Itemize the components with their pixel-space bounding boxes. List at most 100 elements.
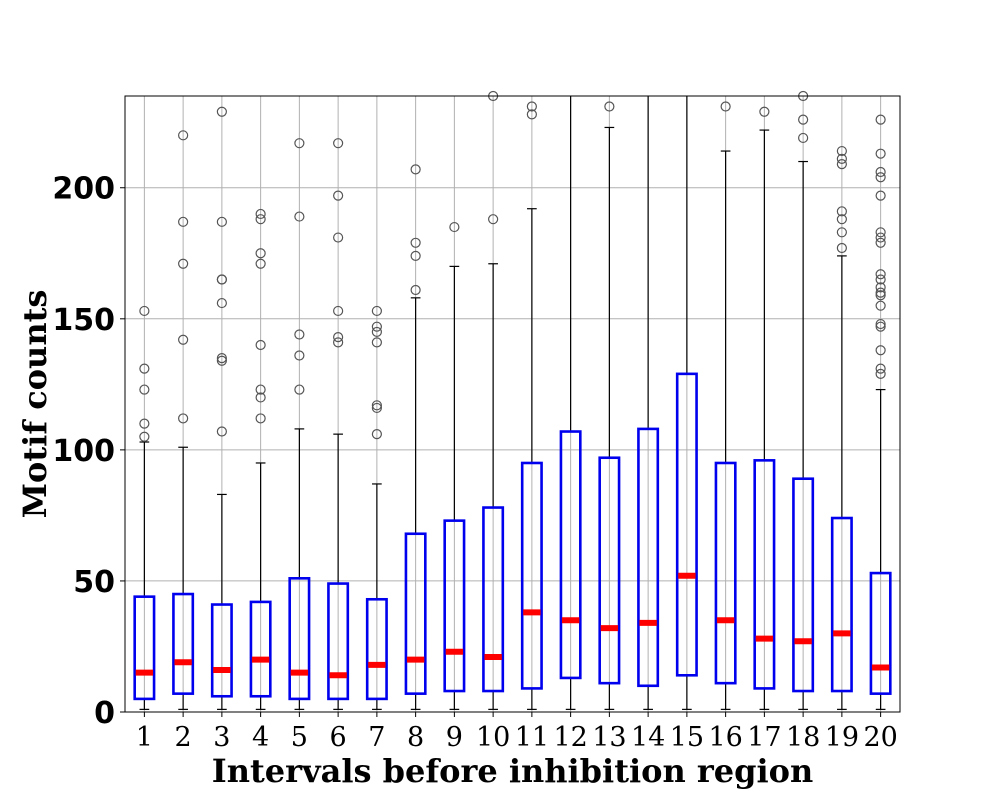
- outlier-point: [216, 274, 227, 285]
- box-iqr: [714, 461, 737, 685]
- outlier-point: [294, 329, 305, 340]
- box-1: [133, 441, 156, 710]
- outlier-point: [371, 305, 382, 317]
- box-iqr: [365, 597, 388, 701]
- outlier-point: [836, 159, 847, 170]
- box-iqr: [172, 592, 195, 695]
- outlier-point: [836, 153, 847, 165]
- outlier-point: [178, 216, 189, 227]
- outlier-point: [216, 106, 227, 117]
- box-iqr: [404, 532, 427, 695]
- outlier-point: [294, 138, 305, 149]
- box-7: [365, 483, 388, 710]
- box-4: [249, 462, 272, 710]
- y-tick-label: 100: [52, 434, 115, 469]
- box-12: [559, 96, 582, 710]
- outlier-point: [875, 274, 886, 285]
- outlier-point: [139, 363, 150, 374]
- outlier-point: [371, 326, 382, 338]
- box-iqr: [637, 427, 660, 688]
- box-iqr: [675, 372, 698, 677]
- outlier-point: [410, 237, 421, 248]
- box-iqr: [598, 456, 621, 685]
- x-tick-label: 16: [708, 722, 742, 753]
- x-tick-label: 14: [631, 722, 665, 753]
- outlier-point: [255, 339, 266, 351]
- outlier-point: [216, 216, 227, 227]
- x-tick-label: 11: [515, 722, 549, 753]
- y-tick-label: 50: [73, 565, 115, 600]
- outlier-points: [139, 90, 886, 442]
- box-iqr: [520, 461, 543, 690]
- x-tick-label: 15: [670, 722, 704, 753]
- outlier-point: [836, 145, 847, 157]
- x-tick-label: 8: [407, 722, 424, 753]
- y-axis-ticks: 0 50 100 150 200: [52, 172, 125, 731]
- outlier-point: [875, 232, 886, 243]
- x-tick-label: 2: [175, 722, 192, 753]
- box-iqr: [869, 571, 892, 695]
- outlier-point: [178, 130, 189, 141]
- box-13: [598, 126, 621, 710]
- x-tick-label: 20: [863, 722, 897, 753]
- outlier-point: [139, 384, 150, 395]
- x-axis-label: Intervals before inhibition region: [212, 752, 814, 790]
- x-tick-label: 1: [136, 722, 153, 753]
- box-3: [210, 493, 233, 710]
- outlier-point: [836, 214, 847, 225]
- outlier-point: [410, 164, 421, 175]
- outlier-point: [875, 282, 886, 293]
- outlier-point: [255, 248, 266, 259]
- outlier-point: [255, 392, 266, 403]
- box-iqr: [482, 506, 505, 693]
- outlier-point: [371, 321, 382, 332]
- y-tick-label: 150: [52, 303, 115, 338]
- box-17: [753, 129, 776, 710]
- outlier-point: [216, 353, 227, 364]
- outlier-point: [720, 101, 731, 112]
- outlier-point: [216, 297, 227, 309]
- x-tick-label: 7: [368, 722, 385, 753]
- box-iqr: [249, 600, 272, 698]
- outlier-point: [875, 166, 886, 178]
- outlier-point: [526, 101, 537, 112]
- y-tick-label: 200: [52, 172, 115, 207]
- outlier-point: [410, 250, 421, 261]
- box-20: [869, 388, 892, 710]
- outlier-point: [178, 334, 189, 345]
- x-tick-label: 12: [553, 722, 587, 753]
- x-tick-label: 18: [786, 722, 820, 753]
- y-axis-label: Motif counts: [16, 290, 54, 519]
- outlier-point: [875, 363, 886, 374]
- outlier-point: [410, 284, 421, 296]
- outlier-point: [449, 221, 460, 233]
- box-9: [443, 265, 466, 710]
- outlier-point: [255, 258, 266, 269]
- outlier-point: [875, 318, 886, 330]
- outlier-point: [875, 300, 886, 311]
- outlier-point: [294, 384, 305, 395]
- box-8: [404, 297, 427, 710]
- box-iqr: [559, 430, 582, 680]
- outlier-point: [875, 368, 886, 379]
- outlier-point: [371, 402, 382, 414]
- outlier-point: [333, 190, 344, 201]
- outlier-point: [294, 211, 305, 222]
- x-tick-label: 9: [446, 722, 463, 753]
- outlier-point: [333, 305, 344, 317]
- box-series: [133, 96, 892, 710]
- outlier-point: [604, 101, 615, 112]
- box-14: [637, 96, 660, 710]
- box-6: [327, 433, 350, 710]
- box-5: [288, 428, 311, 710]
- outlier-point: [178, 413, 189, 424]
- box-19: [830, 255, 853, 710]
- box-10: [482, 263, 505, 710]
- outlier-point: [216, 426, 227, 437]
- x-tick-label: 10: [476, 722, 510, 753]
- outlier-point: [216, 355, 227, 366]
- outlier-point: [488, 214, 499, 225]
- outlier-point: [875, 148, 886, 159]
- box-iqr: [443, 519, 466, 693]
